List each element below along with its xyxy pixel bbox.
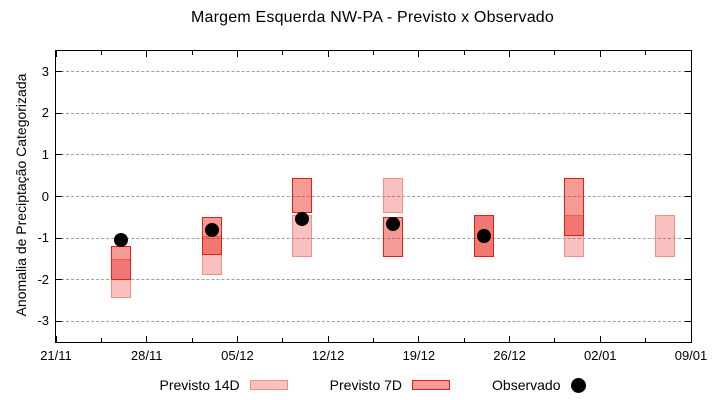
- x-tick: [55, 336, 57, 342]
- legend-swatch-previsto-7d: [412, 380, 451, 390]
- y-tick: [56, 112, 62, 114]
- forecast-7d-bar: [564, 177, 585, 236]
- legend-swatch-previsto-14d: [249, 380, 288, 390]
- forecast-14d-bar: [655, 215, 676, 257]
- x-tick-label: 21/11: [40, 348, 72, 363]
- legend-item-previsto-7d: Previsto 7D: [329, 377, 451, 393]
- x-tick-label: 09/01: [674, 348, 708, 363]
- y-tick: [56, 71, 62, 73]
- legend-item-observado: Observado: [492, 377, 586, 393]
- x-minor-tick: [645, 338, 647, 342]
- observed-dot: [295, 212, 310, 227]
- x-tick-label: 19/12: [402, 348, 436, 363]
- y-tick: [56, 196, 62, 197]
- grid-line: [56, 320, 691, 322]
- x-tick: [690, 336, 692, 342]
- observed-dot: [204, 222, 219, 237]
- x-tick: [327, 51, 329, 57]
- legend-label-observado: Observado: [492, 377, 561, 393]
- plot-area: -3 -2 -1 0 1 2 3 21/11 28/11 05/12 12/12 19/12 26/12…: [37, 50, 707, 363]
- x-tick: [509, 51, 511, 57]
- x-tick-label: 12/12: [311, 348, 345, 363]
- y-tick-label: 3: [41, 63, 49, 79]
- x-minor-tick: [373, 338, 374, 342]
- observed-dot: [476, 228, 491, 243]
- legend: Previsto 14D Previsto 7D Observado: [55, 377, 690, 393]
- x-tick: [327, 336, 329, 342]
- forecast-7d-bar: [110, 246, 131, 280]
- forecast-14d-bar: [564, 215, 585, 257]
- x-tick: [599, 336, 601, 342]
- x-minor-tick: [554, 51, 556, 55]
- x-tick-label: 02/01: [584, 348, 617, 363]
- forecast-14d-bar: [382, 177, 403, 214]
- x-minor-tick: [463, 338, 465, 342]
- x-minor-tick: [373, 51, 374, 55]
- legend-observado-dot-icon: [570, 377, 586, 393]
- x-tick: [599, 51, 601, 57]
- x-tick: [509, 336, 511, 342]
- x-minor-tick: [282, 338, 284, 342]
- observed-dot: [113, 233, 128, 248]
- y-tick: [685, 196, 691, 197]
- x-minor-tick: [191, 51, 193, 55]
- y-tick: [685, 71, 691, 73]
- x-tick: [55, 51, 57, 57]
- legend-label-previsto-7d: Previsto 7D: [329, 377, 403, 393]
- chart-title: Margem Esquerda NW-PA - Previsto x Obser…: [190, 9, 554, 26]
- x-minor-tick: [282, 51, 284, 55]
- x-tick: [236, 336, 238, 342]
- x-tick: [690, 51, 692, 57]
- grid-line: [56, 71, 691, 73]
- y-tick-label: 2: [41, 105, 49, 121]
- grid-line: [56, 154, 691, 156]
- x-tick: [418, 51, 420, 57]
- x-minor-tick: [554, 338, 556, 342]
- y-tick: [685, 112, 691, 114]
- y-tick: [685, 154, 691, 156]
- x-tick: [418, 336, 420, 342]
- x-tick-label: 26/12: [493, 348, 526, 363]
- y-tick: [56, 237, 62, 239]
- y-tick: [56, 320, 62, 322]
- y-tick: [56, 279, 62, 281]
- x-minor-tick: [463, 51, 465, 55]
- x-tick: [146, 51, 148, 57]
- legend-label-previsto-14d: Previsto 14D: [159, 377, 240, 393]
- y-tick-label: 0: [41, 188, 49, 204]
- grid-line: [56, 112, 691, 114]
- grid-line: [56, 237, 691, 239]
- y-tick-label: -1: [37, 230, 49, 246]
- observed-dot: [385, 216, 400, 231]
- x-minor-tick: [645, 51, 647, 55]
- x-tick: [236, 51, 238, 57]
- x-minor-tick: [191, 338, 193, 342]
- y-tick: [685, 237, 691, 239]
- x-minor-tick: [100, 338, 102, 342]
- x-tick-label: 28/11: [130, 348, 163, 363]
- x-tick: [146, 336, 148, 342]
- grid-line: [56, 279, 691, 281]
- x-tick-label: 05/12: [221, 348, 254, 363]
- x-minor-tick: [100, 51, 102, 55]
- y-tick: [685, 320, 691, 322]
- y-tick: [56, 154, 62, 156]
- y-tick: [685, 279, 691, 281]
- y-tick-label: -2: [37, 271, 49, 287]
- grid-line: [56, 196, 691, 197]
- forecast-7d-bar: [292, 177, 313, 214]
- legend-item-previsto-14d: Previsto 14D: [160, 377, 288, 393]
- y-tick-label: 1: [41, 146, 49, 162]
- y-tick-label: -3: [37, 313, 49, 329]
